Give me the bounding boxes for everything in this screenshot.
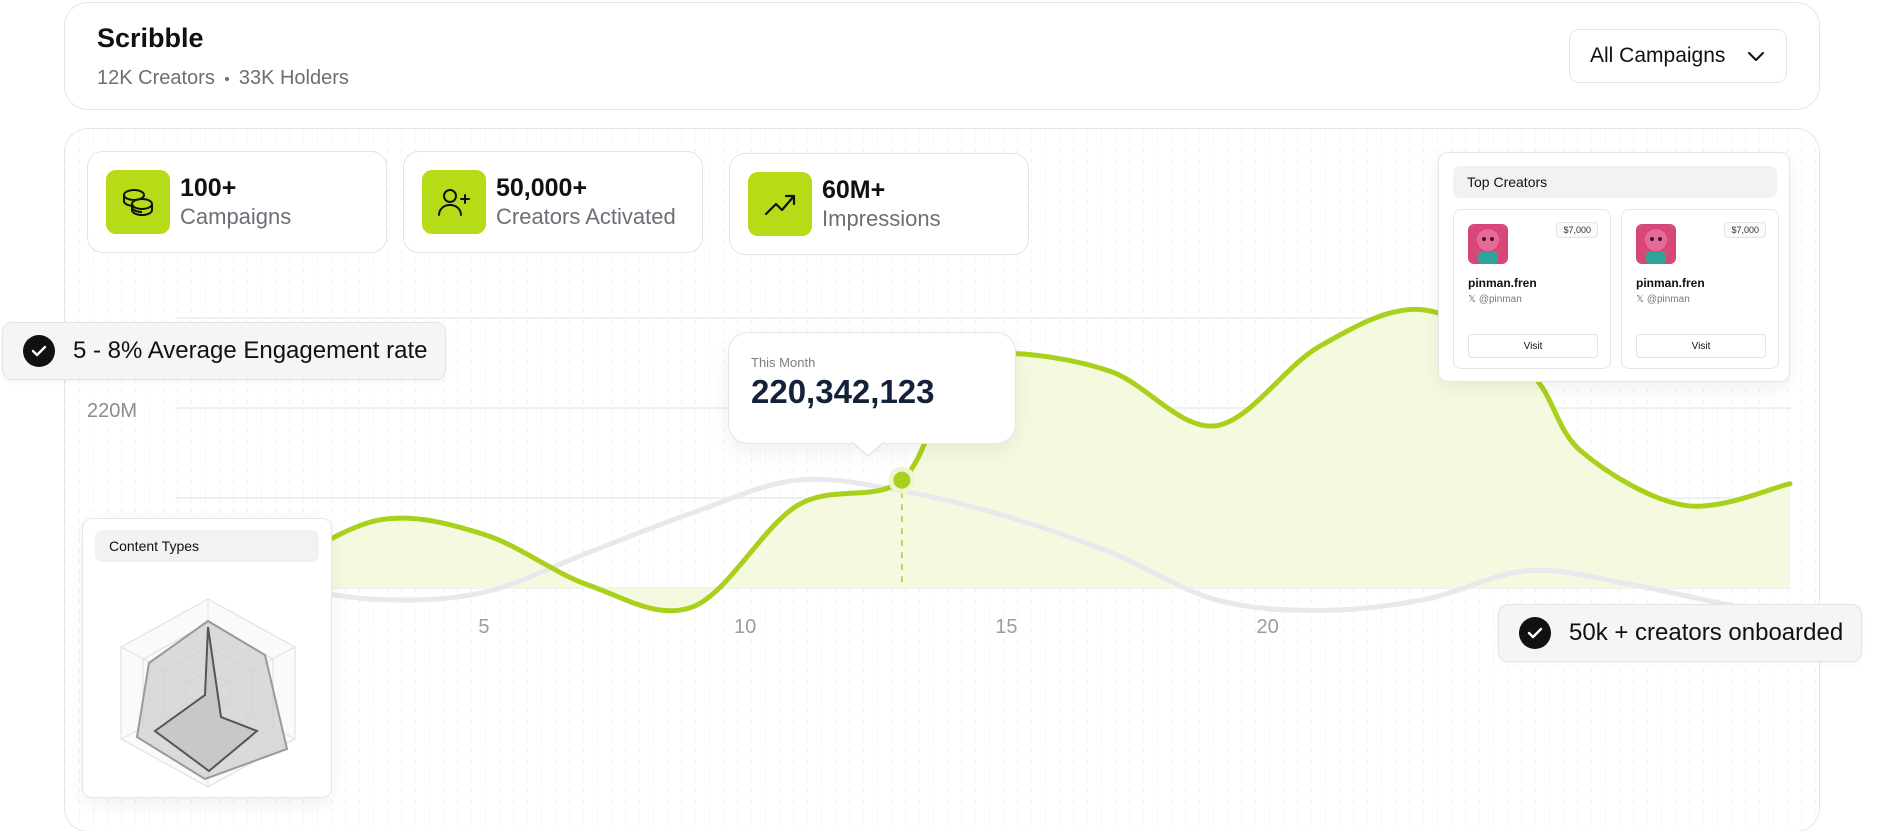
creators-onboarded-text: 50k + creators onboarded (1569, 619, 1844, 646)
y-tick-label: 220M (87, 400, 137, 422)
secondary-series-line (272, 476, 1793, 617)
separator-dot (224, 76, 229, 81)
creator-name: pinman.fren (1636, 276, 1705, 290)
stat-campaigns-value: 100+ (180, 174, 237, 202)
trending-up-icon (748, 172, 812, 236)
creator-price: $7,000 (1556, 222, 1598, 238)
engagement-rate-text: 5 - 8% Average Engagement rate (73, 337, 428, 364)
stat-creators-label: Creators Activated (496, 204, 676, 229)
stat-impressions-value: 60M+ (822, 176, 886, 204)
user-plus-icon (422, 170, 486, 234)
chevron-down-icon (1748, 44, 1764, 68)
x-logo-icon: 𝕏 (1468, 294, 1479, 305)
stat-campaigns-label: Campaigns (180, 204, 292, 229)
stat-impressions-label: Impressions (822, 206, 941, 231)
creator-card: $7,000 pinman.fren 𝕏 @pinman Visit (1453, 209, 1611, 369)
stat-campaigns: 100+ Campaigns (87, 151, 387, 253)
visit-button[interactable]: Visit (1636, 334, 1766, 358)
content-types-title: Content Types (95, 530, 319, 562)
check-circle-icon (1519, 617, 1551, 649)
stat-creators: 50,000+ Creators Activated (403, 151, 703, 253)
creators-count: 12K Creators (97, 67, 215, 89)
creator-handle: 𝕏 @pinman (1468, 294, 1522, 305)
avatar (1468, 224, 1508, 264)
x-tick-label: 15 (995, 616, 1017, 638)
avatar (1636, 224, 1676, 264)
top-creators-title: Top Creators (1453, 166, 1777, 198)
radar-chart (120, 598, 296, 787)
brand-title: Scribble (97, 23, 204, 53)
visit-button[interactable]: Visit (1468, 334, 1598, 358)
top-creators-panel: Top Creators $7,000 pinman.fren 𝕏 @pinma… (1438, 152, 1790, 382)
tooltip-pointer (852, 442, 884, 457)
x-tick-label: 5 (478, 616, 489, 638)
tooltip-value: 220,342,123 (751, 373, 935, 410)
holders-count: 33K Holders (238, 67, 349, 89)
x-logo-icon: 𝕏 (1636, 294, 1647, 305)
creator-name: pinman.fren (1468, 276, 1537, 290)
creator-price: $7,000 (1724, 222, 1766, 238)
stat-creators-value: 50,000+ (496, 174, 588, 202)
engagement-rate-pill: 5 - 8% Average Engagement rate (2, 322, 447, 380)
campaign-select-value: All Campaigns (1590, 44, 1726, 67)
campaign-select[interactable]: All Campaigns (1569, 29, 1787, 83)
primary-series-area (275, 309, 1790, 611)
chart-tooltip: This Month 220,342,123 (728, 332, 1016, 444)
header-card: Scribble 12K Creators 33K Holders All Ca… (64, 2, 1820, 110)
highlight-point (888, 466, 916, 494)
brand-stats: 12K Creators 33K Holders (97, 67, 349, 90)
creators-onboarded-pill: 50k + creators onboarded (1498, 604, 1863, 662)
coins-icon (106, 170, 170, 234)
content-types-panel: Content Types (82, 518, 332, 798)
stat-impressions: 60M+ Impressions (729, 153, 1029, 255)
creator-handle: 𝕏 @pinman (1636, 294, 1690, 305)
check-circle-icon (23, 335, 55, 367)
x-tick-label: 20 (1256, 616, 1278, 638)
x-tick-label: 10 (734, 616, 756, 638)
creator-card: $7,000 pinman.fren 𝕏 @pinman Visit (1621, 209, 1779, 369)
tooltip-label: This Month (751, 355, 816, 370)
